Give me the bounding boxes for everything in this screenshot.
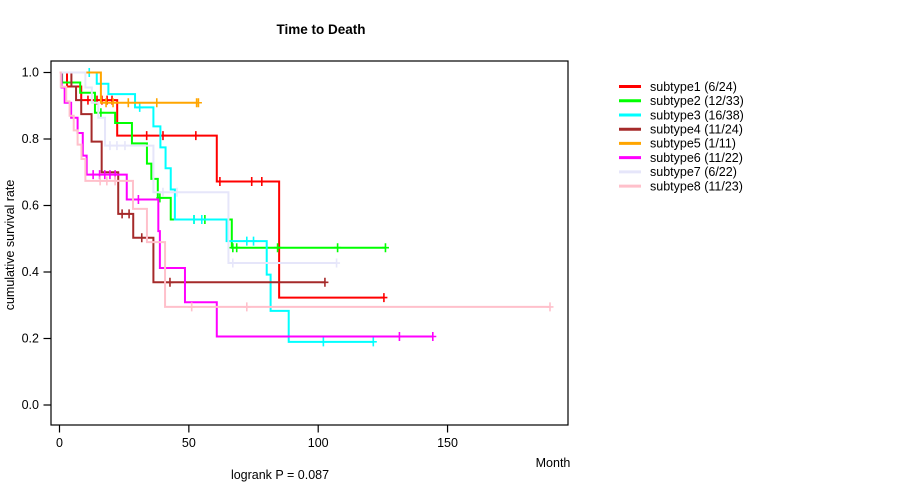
legend-item-label: subtype5 (1/11) [650,137,736,151]
y-tick-label: 0.0 [22,398,39,412]
censor-marks-subtype1 [84,95,388,303]
y-tick-label: 0.4 [22,265,39,279]
x-tick-label: 50 [182,436,196,450]
legend: subtype1 (6/24)subtype2 (12/33)subtype3 … [619,80,744,193]
y-axis-label: cumulative survival rate [3,180,17,311]
survival-curves [59,68,554,347]
legend-item-label: subtype3 (16/38) [650,108,744,122]
censor-marks-subtype8 [96,176,554,312]
y-tick-label: 0.8 [22,132,39,146]
x-tick-label: 100 [308,436,329,450]
plot-box [50,60,569,426]
censor-marks-subtype7 [106,141,341,268]
x-tick-label: 150 [437,436,458,450]
censor-marks-subtype5 [102,98,202,108]
y-tick-label: 1.0 [22,66,39,80]
censor-marks-subtype3 [85,68,377,347]
x-axis-ticks: 0 50 100 150 [56,425,458,450]
curve-subtype7 [59,71,337,265]
legend-item-label: subtype1 (6/24) [650,80,737,94]
curve-subtype3 [59,71,374,343]
curve-subtype4 [59,71,325,284]
curve-subtype6 [59,71,433,338]
curve-subtype1 [59,71,384,299]
chart-title: Time to Death [276,22,365,37]
censor-marks-subtype4 [118,209,329,287]
y-tick-label: 0.6 [22,199,39,213]
y-axis-ticks: 0.0 0.2 0.4 0.6 0.8 1.0 [22,66,51,412]
legend-item-label: subtype8 (11/23) [650,179,743,193]
legend-item-label: subtype2 (12/33) [650,94,744,108]
y-tick-label: 0.2 [22,332,39,346]
curve-subtype2 [59,71,386,249]
curve-subtype8 [59,71,550,308]
legend-item-label: subtype6 (11/22) [650,151,743,165]
censor-marks-subtype6 [89,170,437,342]
censor-marks-subtype2 [97,108,389,253]
legend-item-label: subtype7 (6/22) [650,165,737,179]
legend-item-label: subtype4 (11/24) [650,122,743,136]
x-tick-label: 0 [56,436,63,450]
x-axis-label: Month [536,456,571,470]
logrank-p-value: logrank P = 0.087 [231,468,329,482]
